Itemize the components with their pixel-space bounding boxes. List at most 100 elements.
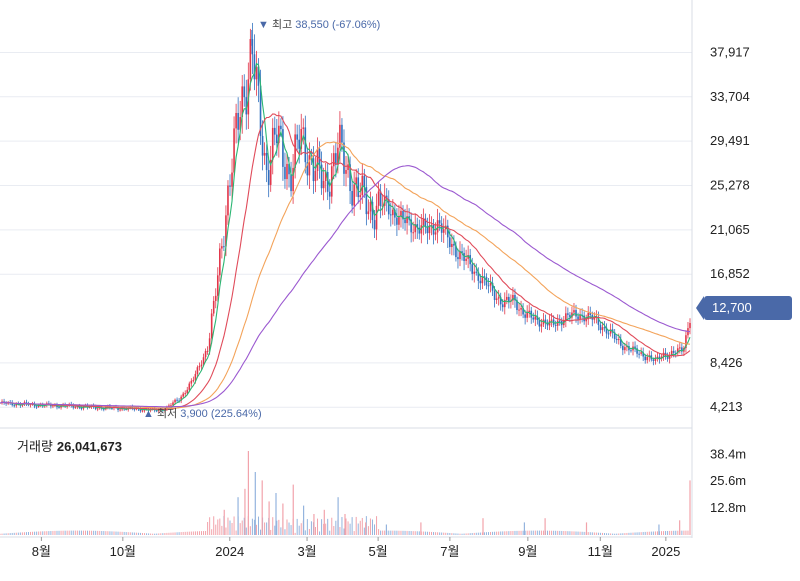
candle-body [375,205,378,230]
volume-bar [192,531,194,535]
candle-body [624,347,626,351]
volume-bar [178,532,180,535]
candle-body [436,220,439,233]
volume-bar [251,518,253,535]
volume-bar [272,517,274,535]
volume-bar [424,531,426,535]
candle-body [567,313,569,315]
volume-bar [44,531,46,535]
candle-body [284,166,286,180]
candle-body [438,220,441,224]
candle-body [446,225,449,238]
volume-bar [239,523,241,535]
candle-body [241,86,244,118]
volume-bar [82,530,84,535]
volume-bar [27,532,29,535]
candle-body [668,355,671,359]
volume-bar [551,530,553,535]
volume-bar [656,531,658,535]
candle-body [52,405,54,407]
candle-body [658,356,661,359]
candle-body [280,125,282,130]
volume-bar [17,532,19,535]
volume-bar [38,531,40,535]
candle-body [210,313,213,339]
volume-bar [683,530,685,535]
candle-body [286,163,288,180]
volume-bar [288,522,290,535]
volume-bar [459,533,461,535]
candle-body [640,352,642,354]
candle-body [575,310,577,317]
volume-bar [131,532,133,535]
volume-bar [392,530,394,535]
volume-bar [361,517,363,535]
volume-bar [648,531,650,535]
candle-body [428,225,431,234]
candle-body [192,380,195,382]
volume-bar [25,532,27,535]
volume-bar [84,530,86,535]
candle-body [532,317,535,320]
volume-bar [451,533,453,535]
volume-bar [608,533,610,535]
candle-body [410,219,412,233]
volume-bar [398,530,400,535]
volume-bar [176,532,178,535]
volume-bar [508,531,510,535]
candle-body [518,309,520,311]
candle-body [672,350,675,353]
volume-bar [663,531,665,535]
ma5-line [0,62,691,411]
volume-bar [406,530,408,535]
candle-body [670,350,673,356]
candle-body [536,316,539,321]
candle-body [406,216,408,224]
volume-bar [42,531,44,535]
high-marker: ▼ [258,19,269,31]
volume-spike-bar [658,524,660,535]
candle-body [689,322,691,329]
volume-bar [7,533,9,535]
x-tick-label: 3월 [297,544,316,559]
volume-bar [355,516,357,535]
volume-bar [565,531,567,535]
volume-bar [341,517,343,535]
candle-body [652,359,655,361]
volume-bar [125,532,127,535]
volume-bar [32,531,34,535]
volume-tick-label: 38.4m [710,446,746,461]
volume-bar [583,531,585,535]
candle-body [524,314,526,318]
volume-bar [270,529,272,535]
candle-body [550,319,553,321]
candle-body [74,406,77,408]
candle-body [31,403,34,405]
candle-body [601,327,604,331]
volume-bar [40,531,42,535]
volume-bar [661,531,663,535]
candle-body [357,177,360,198]
volume-bar [642,532,644,535]
candle-body [282,129,284,167]
volume-bar [428,531,430,535]
candle-body [102,408,105,410]
low-change: (225.64%) [210,408,262,420]
volume-bar [50,531,52,535]
candle-body [420,225,423,234]
volume-bar [166,532,168,535]
candle-body [396,217,398,225]
volume-bar [614,533,616,535]
volume-bar [333,526,335,535]
volume-bar [331,517,333,535]
volume-bar [52,530,54,535]
ma20-line [0,113,691,410]
volume-bar [467,533,469,535]
candle-body [497,297,500,299]
volume-bar [634,532,636,535]
volume-bar [170,532,172,535]
volume-bar [231,522,233,535]
volume-bar [418,531,420,535]
candle-body [349,164,351,192]
volume-bar [357,523,359,535]
